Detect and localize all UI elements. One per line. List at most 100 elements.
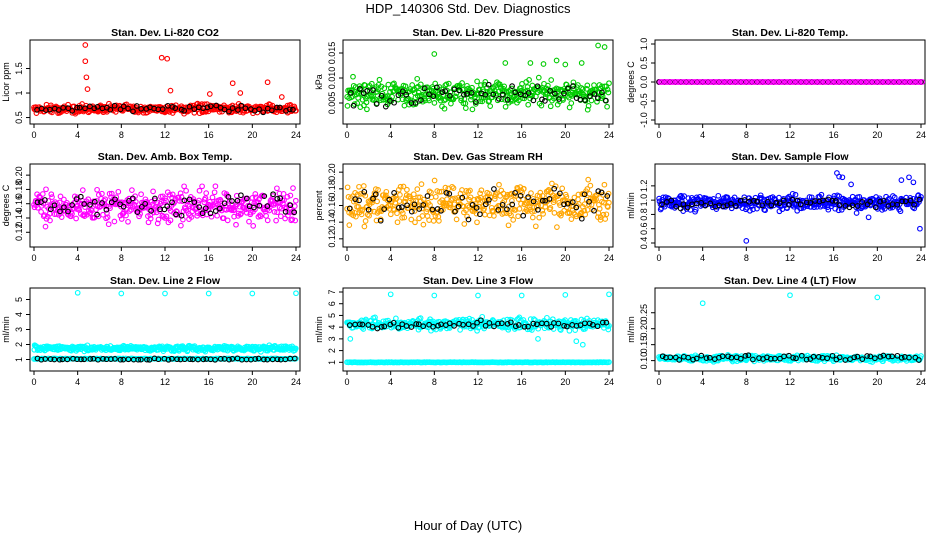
x-tick-label: 20 (560, 130, 570, 140)
data-point (606, 80, 612, 87)
data-point (188, 214, 195, 220)
data-point (288, 217, 295, 224)
secondary-point (877, 353, 884, 360)
data-point (682, 79, 688, 85)
y-tick-label: 6 (327, 301, 337, 306)
y-tick-label: 0.6 (639, 222, 649, 235)
y-tick-label: 5 (14, 297, 24, 302)
secondary-point (189, 356, 196, 363)
data-point (376, 76, 383, 83)
data-point (813, 79, 819, 85)
secondary-point (135, 356, 142, 363)
data-point (879, 207, 885, 213)
x-tick-label: 20 (560, 253, 570, 263)
data-point (45, 198, 52, 204)
data-point (452, 195, 459, 202)
secondary-point (555, 320, 562, 327)
outlier-point (205, 290, 212, 297)
secondary-point (234, 197, 241, 204)
data-point (916, 199, 922, 205)
data-point (414, 186, 421, 192)
secondary-point (725, 353, 731, 360)
secondary-point (348, 90, 354, 96)
secondary-point (421, 85, 428, 92)
secondary-point (186, 196, 193, 203)
data-point (469, 106, 476, 113)
secondary-point (737, 355, 744, 362)
data-point (362, 218, 369, 224)
data-point (684, 79, 691, 85)
secondary-point (373, 101, 380, 107)
data-point (404, 186, 410, 193)
secondary-point (495, 320, 501, 327)
x-tick-label: 8 (432, 377, 437, 387)
secondary-point (264, 203, 271, 209)
secondary-point (534, 83, 541, 90)
data-point (587, 182, 594, 189)
secondary-point (74, 104, 80, 111)
data-point (758, 195, 765, 201)
data-point (911, 79, 917, 85)
secondary-point (859, 356, 866, 362)
data-point (769, 79, 776, 85)
data-point (178, 222, 184, 229)
secondary-point (880, 197, 887, 204)
outlier-point (906, 174, 912, 181)
secondary-point (107, 106, 114, 113)
x-tick-label: 16 (517, 130, 527, 140)
data-point (573, 213, 580, 220)
data-point (563, 193, 570, 200)
data-point (257, 213, 264, 220)
data-point (49, 194, 55, 200)
secondary-point (386, 196, 393, 203)
data-point (387, 211, 394, 218)
data-point (449, 183, 455, 190)
data-point (733, 79, 740, 85)
data-point (249, 195, 256, 201)
data-point (575, 191, 582, 198)
secondary-point (420, 323, 427, 330)
y-tick-label: 0.20 (639, 320, 649, 338)
data-point (467, 187, 473, 194)
outlier-point (475, 292, 481, 299)
data-point (545, 82, 551, 89)
data-point (39, 191, 46, 197)
secondary-point (169, 199, 175, 206)
secondary-point (277, 104, 283, 111)
data-point (58, 214, 65, 220)
secondary-point (243, 195, 250, 202)
secondary-point (415, 321, 422, 328)
data-point (744, 79, 751, 85)
data-point (580, 86, 586, 92)
x-tick-label: 0 (344, 130, 349, 140)
secondary-point (82, 105, 88, 112)
data-point (766, 79, 773, 85)
secondary-point (382, 103, 389, 110)
data-point (886, 79, 893, 85)
outlier-point (518, 292, 525, 299)
secondary-point (677, 205, 684, 212)
secondary-point (495, 95, 502, 102)
secondary-point (256, 202, 263, 209)
data-point (584, 186, 591, 192)
secondary-point (732, 203, 739, 209)
secondary-point (836, 202, 843, 209)
y-tick-label: 1 (327, 360, 337, 365)
data-point (361, 223, 368, 230)
data-point (48, 191, 55, 198)
data-point (535, 74, 542, 81)
secondary-point (780, 197, 787, 204)
secondary-point (76, 104, 83, 111)
data-point (211, 189, 218, 196)
data-point (889, 79, 896, 85)
outlier-point (164, 55, 171, 62)
data-point (408, 216, 415, 223)
y-tick-label: 1.0 (639, 194, 649, 207)
secondary-point (144, 356, 150, 363)
data-point (368, 80, 375, 87)
y-tick-label: 2 (327, 348, 337, 353)
secondary-point (446, 190, 453, 197)
data-point (447, 89, 454, 96)
data-point (181, 183, 187, 190)
data-point (177, 190, 184, 197)
